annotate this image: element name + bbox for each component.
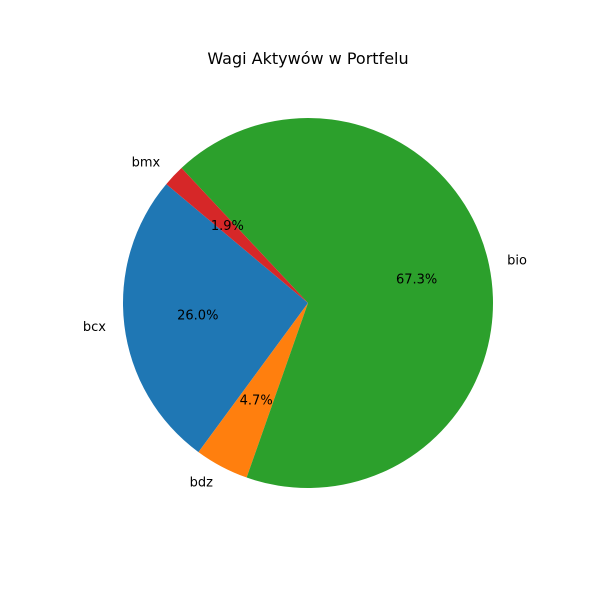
pie-slice-bdz bbox=[198, 303, 308, 478]
pie-labels: bcx 26.0% bdz 4.7% bio 67.3% bmx 1.9% bbox=[83, 156, 527, 491]
slice-label-bcx: bcx bbox=[83, 320, 106, 335]
slice-percent-bio: 67.3% bbox=[396, 273, 437, 288]
pie-slice-bio bbox=[181, 118, 493, 488]
slice-percent-bmx: 1.9% bbox=[211, 219, 244, 234]
slice-percent-bdz: 4.7% bbox=[240, 394, 273, 409]
pie-slices bbox=[122, 118, 493, 488]
slice-label-bdz: bdz bbox=[190, 475, 214, 490]
pie-slice-bmx bbox=[166, 168, 308, 303]
chart-title: Wagi Aktywów w Portfelu bbox=[207, 49, 408, 68]
slice-label-bmx: bmx bbox=[132, 156, 161, 171]
slice-label-bio: bio bbox=[507, 254, 527, 269]
slice-percent-bcx: 26.0% bbox=[177, 309, 218, 324]
pie-slice-bcx bbox=[122, 184, 309, 453]
